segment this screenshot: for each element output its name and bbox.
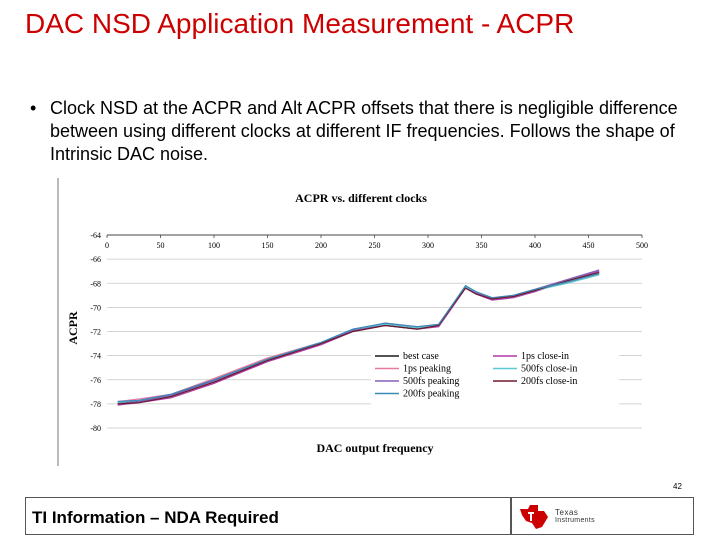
ti-logo-text: Texas Instruments bbox=[555, 509, 595, 525]
y-tick-label-5: -74 bbox=[90, 352, 101, 361]
chart-y-axis-label: ACPR bbox=[66, 311, 80, 345]
bullet-text: Clock NSD at the ACPR and Alt ACPR offse… bbox=[50, 98, 678, 164]
page-number: 42 bbox=[673, 482, 682, 491]
chart-title: ACPR vs. different clocks bbox=[295, 191, 427, 205]
series-line-6 bbox=[117, 273, 600, 403]
x-tick-label-9: 450 bbox=[583, 241, 595, 250]
x-tick-label-1: 50 bbox=[157, 241, 165, 250]
footer-text: TI Information – NDA Required bbox=[32, 508, 279, 527]
y-tick-label-4: -72 bbox=[90, 328, 101, 337]
footer-banner: TI Information – NDA Required bbox=[25, 497, 511, 535]
x-tick-label-5: 250 bbox=[369, 241, 381, 250]
x-tick-label-4: 200 bbox=[315, 241, 327, 250]
series-line-5 bbox=[117, 271, 600, 405]
legend-label-5: 200fs close-in bbox=[521, 376, 577, 387]
ti-logo-box: Texas Instruments bbox=[511, 497, 694, 535]
x-tick-label-2: 100 bbox=[208, 241, 220, 250]
logo-line-1: Texas bbox=[555, 508, 579, 517]
chart-background bbox=[57, 178, 664, 468]
legend-label-2: 1ps peaking bbox=[403, 364, 451, 375]
y-tick-label-7: -78 bbox=[90, 400, 101, 409]
legend-label-0: best case bbox=[403, 351, 439, 362]
slide-title: DAC NSD Application Measurement - ACPR bbox=[25, 8, 575, 39]
x-tick-label-7: 350 bbox=[476, 241, 488, 250]
x-tick-label-6: 300 bbox=[422, 241, 434, 250]
chart-x-axis-label: DAC output frequency bbox=[316, 441, 433, 455]
x-tick-label-3: 150 bbox=[262, 241, 274, 250]
legend-box bbox=[371, 348, 619, 412]
y-tick-label-3: -70 bbox=[90, 303, 101, 312]
x-tick-label-0: 0 bbox=[105, 241, 109, 250]
legend-label-1: 1ps close-in bbox=[521, 351, 569, 362]
y-tick-label-8: -80 bbox=[90, 424, 101, 433]
x-tick-label-8: 400 bbox=[529, 241, 541, 250]
legend-label-4: 500fs peaking bbox=[403, 376, 459, 387]
y-tick-label-2: -68 bbox=[90, 279, 101, 288]
legend-label-3: 500fs close-in bbox=[521, 364, 577, 375]
y-tick-label-0: -64 bbox=[90, 231, 101, 240]
ti-logo-icon bbox=[520, 505, 548, 529]
bullet-dot: • bbox=[30, 98, 37, 118]
logo-line-2: Instruments bbox=[555, 517, 595, 524]
y-tick-label-6: -76 bbox=[90, 376, 101, 385]
y-tick-label-1: -66 bbox=[90, 255, 101, 264]
x-tick-label-10: 500 bbox=[636, 241, 648, 250]
legend-label-6: 200fs peaking bbox=[403, 389, 459, 400]
bullet-point: • Clock NSD at the ACPR and Alt ACPR off… bbox=[30, 97, 690, 166]
acpr-chart: ACPR vs. different clocks ACPR DAC outpu… bbox=[57, 178, 664, 468]
